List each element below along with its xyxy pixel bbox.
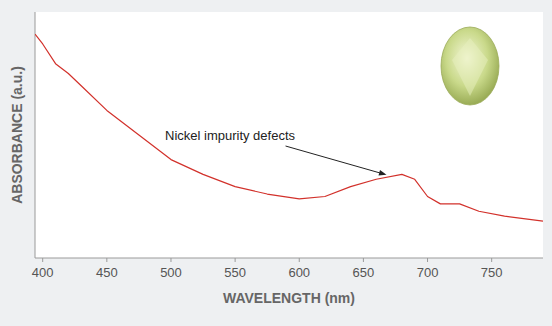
- y-axis: [35, 12, 36, 258]
- x-tick: [363, 258, 364, 262]
- x-axis: [35, 258, 543, 259]
- series-group: [35, 34, 543, 221]
- plot-area: [35, 12, 543, 258]
- annotation-arrow: [286, 146, 380, 173]
- x-tick-label: 400: [32, 265, 54, 280]
- x-tick: [170, 258, 171, 262]
- x-tick: [491, 258, 492, 262]
- x-tick: [42, 258, 43, 262]
- x-tick-label: 550: [224, 265, 246, 280]
- chart: 400 450 500 550 600 650 700 750 WAVELENGTH (nm) A…: [0, 0, 552, 326]
- x-tick-label: 650: [353, 265, 375, 280]
- x-tick: [299, 258, 300, 262]
- x-tick: [235, 258, 236, 262]
- x-tick-label: 750: [481, 265, 503, 280]
- gem-facet: [452, 38, 488, 96]
- x-tick-label: 500: [160, 265, 182, 280]
- spectrum-line: [35, 34, 543, 221]
- y-axis-title: ABSORBANCE (a.u.): [9, 66, 25, 204]
- x-axis-title: WAVELENGTH (nm): [223, 290, 355, 306]
- x-tick-label: 600: [288, 265, 310, 280]
- annotation-text: Nickel impurity defects: [165, 128, 296, 143]
- gem-image: [441, 27, 499, 105]
- x-tick: [106, 258, 107, 262]
- background: [0, 0, 552, 326]
- x-tick-label: 450: [96, 265, 118, 280]
- annotation-arrowhead: [379, 170, 387, 175]
- x-tick-label: 700: [417, 265, 439, 280]
- x-tick: [427, 258, 428, 262]
